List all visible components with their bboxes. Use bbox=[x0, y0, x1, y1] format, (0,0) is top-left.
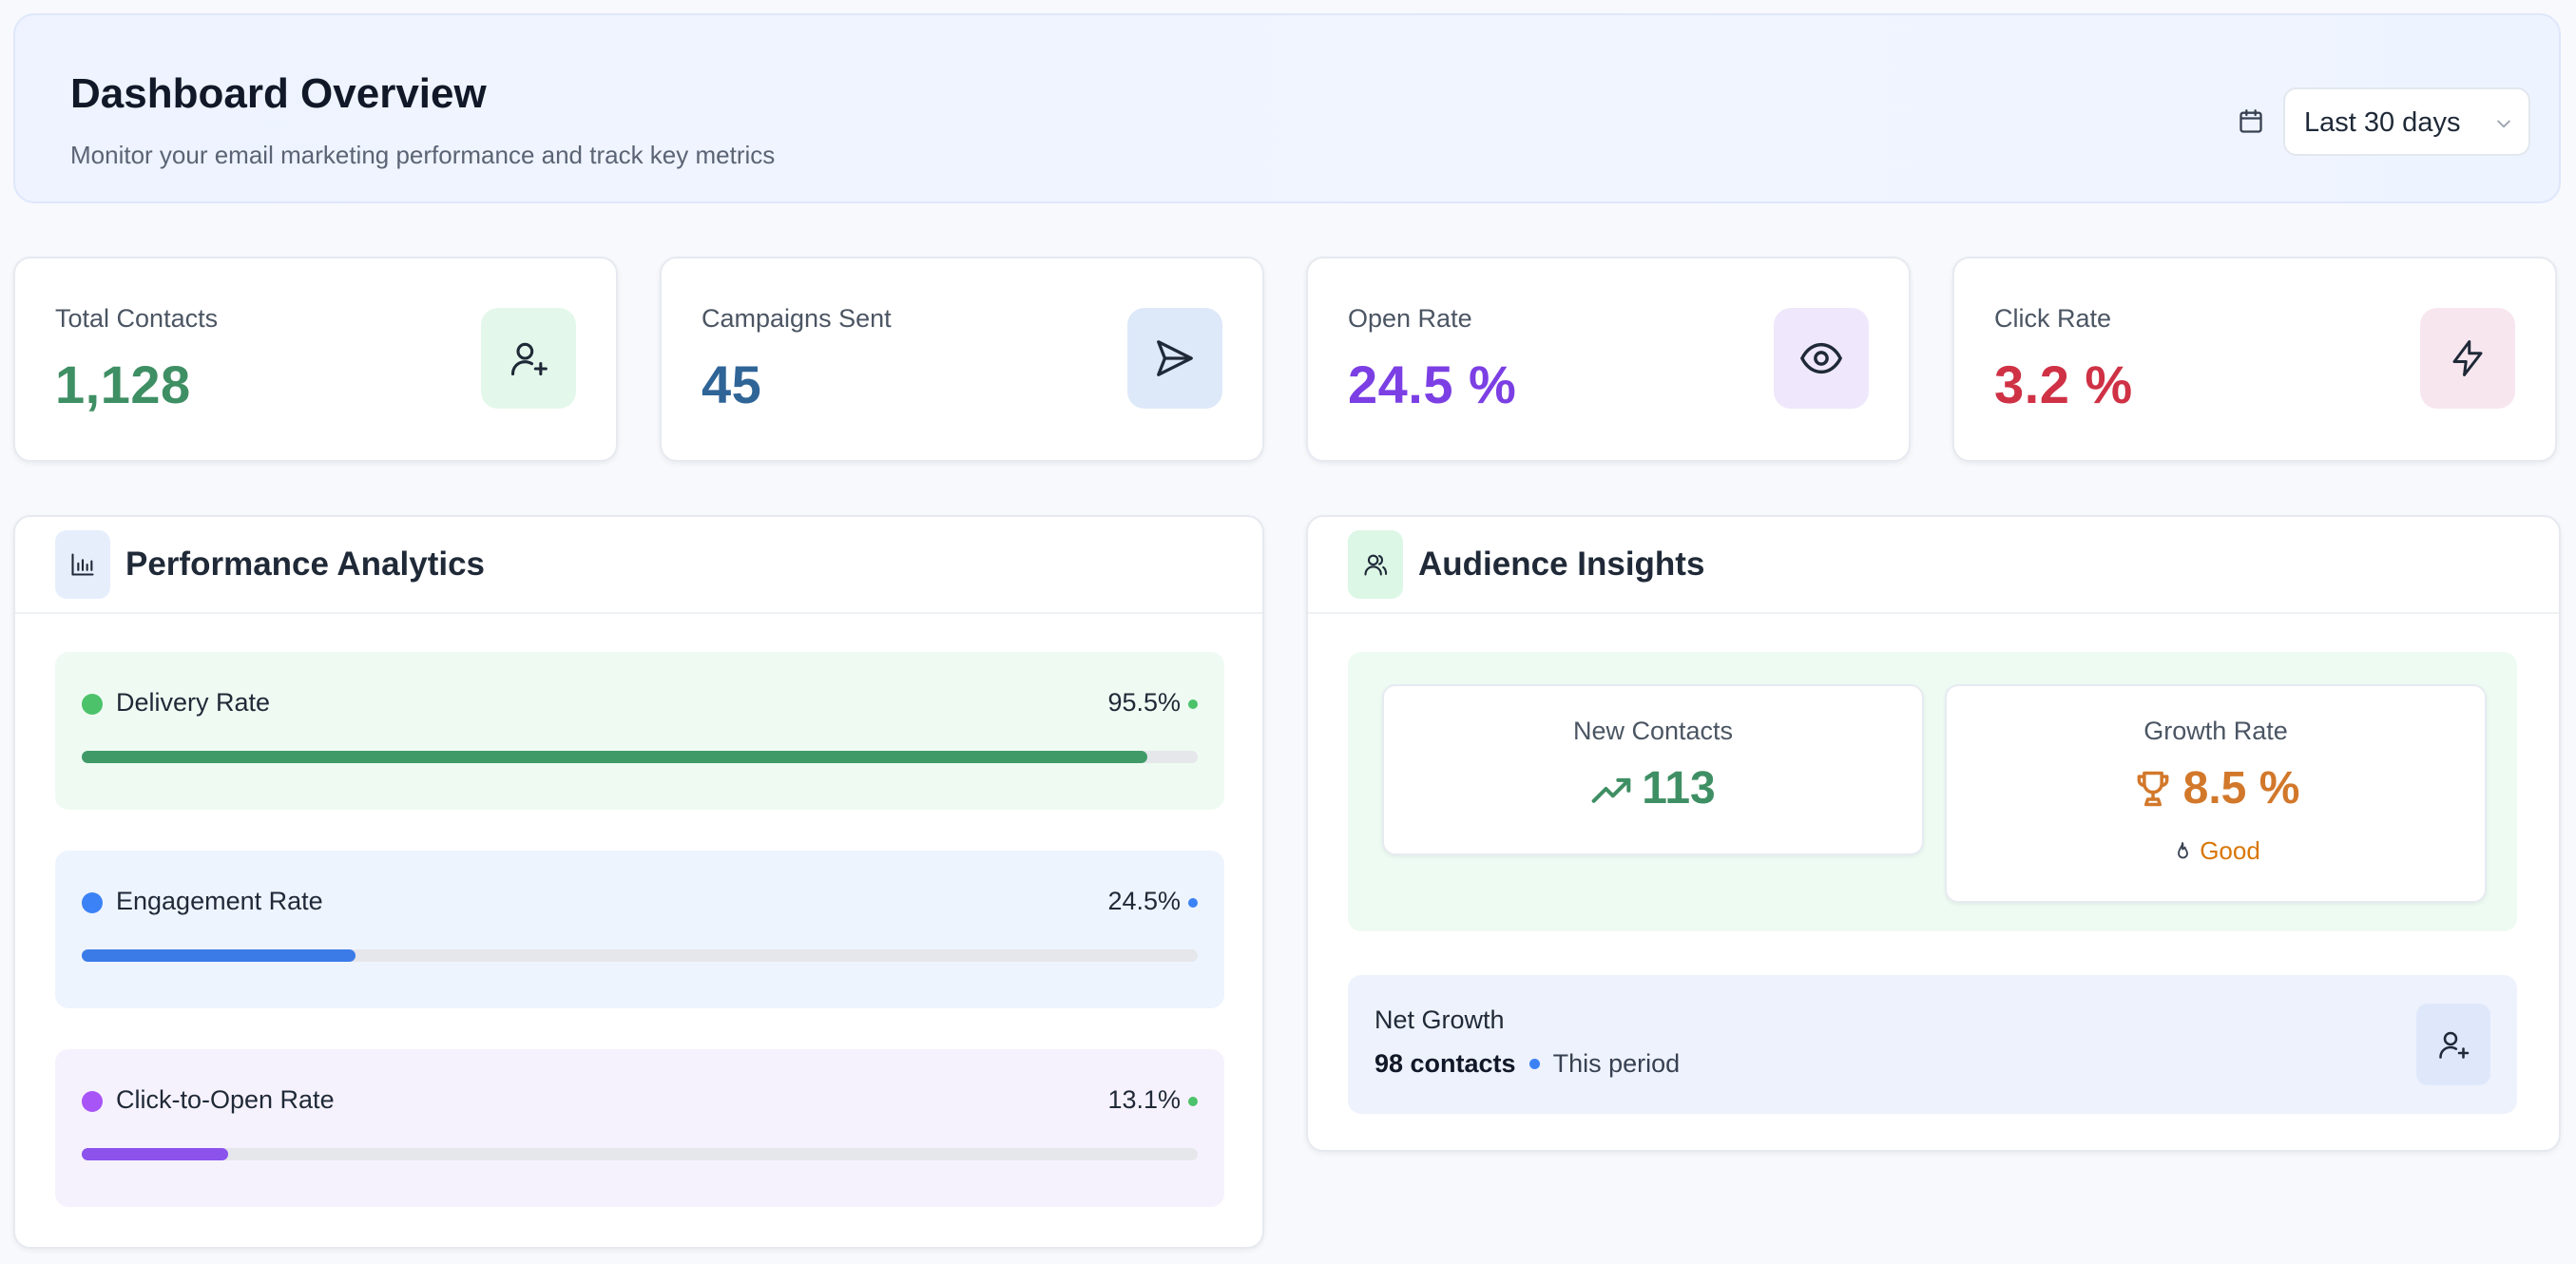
stat-card-click-rate: Click Rate 3.2 % bbox=[1952, 257, 2557, 462]
trend-indicator-dot bbox=[1188, 699, 1198, 709]
new-contacts-card: New Contacts 113 bbox=[1382, 684, 1924, 855]
performance-analytics-panel: Performance Analytics Delivery Rate 95.5… bbox=[13, 515, 1264, 1249]
stat-value: 3.2 % bbox=[1994, 354, 2133, 414]
status-dot bbox=[82, 1091, 103, 1112]
stat-label: Click Rate bbox=[1994, 304, 2112, 333]
stat-label: Open Rate bbox=[1348, 304, 1472, 333]
trophy-icon bbox=[2137, 771, 2169, 806]
page-title: Dashboard Overview bbox=[70, 70, 487, 117]
progress-track bbox=[82, 1148, 1198, 1160]
metric-value: 95.5% bbox=[1107, 688, 1181, 717]
mini-card-value: 113 bbox=[1642, 763, 1716, 814]
progress-fill bbox=[82, 751, 1148, 763]
date-range-value: Last 30 days bbox=[2304, 107, 2461, 138]
growth-rate-card: Growth Rate 8.5 % Good bbox=[1945, 684, 2487, 903]
users-icon bbox=[1364, 554, 1388, 576]
bar-chart-icon bbox=[71, 553, 94, 576]
audience-insights-panel: Audience Insights New Contacts 113 Growt… bbox=[1306, 515, 2561, 1152]
stat-label: Total Contacts bbox=[55, 304, 219, 333]
trending-up-icon bbox=[1591, 777, 1631, 803]
metric-delivery-rate: Delivery Rate 95.5% bbox=[55, 652, 1224, 810]
stat-icon-box bbox=[1127, 308, 1222, 409]
progress-fill bbox=[82, 949, 356, 962]
stat-card-total-contacts: Total Contacts 1,128 bbox=[13, 257, 618, 462]
dashboard-header: Dashboard Overview Monitor your email ma… bbox=[13, 13, 2561, 203]
net-growth-row: 98 contacts This period bbox=[1375, 1049, 1680, 1079]
mini-card-label: Growth Rate bbox=[2143, 717, 2288, 745]
divider bbox=[1308, 612, 2559, 614]
stat-icon-box bbox=[2420, 308, 2515, 409]
metric-click-to-open-rate: Click-to-Open Rate 13.1% bbox=[55, 1049, 1224, 1207]
calendar-icon bbox=[2240, 109, 2262, 133]
status-row: Good bbox=[1947, 836, 2485, 866]
audience-summary-area: New Contacts 113 Growth Rate 8.5 bbox=[1348, 652, 2517, 931]
stat-value: 24.5 % bbox=[1348, 354, 1517, 414]
flame-icon bbox=[2178, 841, 2189, 858]
progress-fill bbox=[82, 1148, 228, 1160]
trend-indicator-dot bbox=[1188, 898, 1198, 908]
mini-card-value: 8.5 % bbox=[2182, 763, 2300, 814]
chevron-down-icon bbox=[2497, 120, 2510, 128]
metric-label: Engagement Rate bbox=[116, 887, 323, 915]
metric-engagement-rate: Engagement Rate 24.5% bbox=[55, 851, 1224, 1008]
metric-label: Click-to-Open Rate bbox=[116, 1085, 335, 1114]
net-growth-card: Net Growth 98 contacts This period bbox=[1348, 975, 2517, 1114]
user-plus-icon bbox=[2439, 1031, 2470, 1059]
net-growth-period: This period bbox=[1552, 1049, 1681, 1078]
stat-card-campaigns-sent: Campaigns Sent 45 bbox=[660, 257, 1264, 462]
stat-icon-box bbox=[481, 308, 576, 409]
net-growth-count: 98 contacts bbox=[1375, 1049, 1516, 1078]
send-icon bbox=[1157, 340, 1193, 376]
panel-title: Audience Insights bbox=[1418, 546, 1705, 583]
user-plus-icon bbox=[510, 342, 548, 376]
trend-indicator-dot bbox=[1188, 1097, 1198, 1106]
eye-icon bbox=[1799, 342, 1843, 374]
net-growth-title: Net Growth bbox=[1375, 1005, 1505, 1034]
stat-icon-box bbox=[1774, 308, 1869, 409]
zap-icon bbox=[2452, 340, 2483, 376]
status-dot bbox=[82, 694, 103, 715]
metric-label: Delivery Rate bbox=[116, 688, 271, 717]
panel-icon-box bbox=[1348, 530, 1403, 599]
panel-title: Performance Analytics bbox=[125, 546, 486, 583]
status-label: Good bbox=[2200, 836, 2260, 865]
mini-card-label: New Contacts bbox=[1572, 717, 1734, 745]
stat-label: Campaigns Sent bbox=[702, 304, 892, 333]
net-growth-icon-box bbox=[2416, 1004, 2490, 1085]
status-dot bbox=[82, 892, 103, 913]
metric-value: 13.1% bbox=[1107, 1085, 1181, 1114]
progress-track bbox=[82, 751, 1198, 763]
metric-value: 24.5% bbox=[1107, 887, 1181, 915]
panel-icon-box bbox=[55, 530, 110, 599]
mini-value-row: 8.5 % bbox=[1947, 762, 2485, 814]
stat-value: 1,128 bbox=[55, 354, 191, 414]
mini-value-row: 113 bbox=[1384, 762, 1922, 814]
date-range-select[interactable]: Last 30 days bbox=[2283, 87, 2530, 156]
stat-value: 45 bbox=[702, 354, 762, 414]
divider bbox=[15, 612, 1262, 614]
separator-dot bbox=[1528, 1059, 1540, 1069]
progress-track bbox=[82, 949, 1198, 962]
stat-card-open-rate: Open Rate 24.5 % bbox=[1306, 257, 1911, 462]
page-subtitle: Monitor your email marketing performance… bbox=[70, 141, 776, 169]
